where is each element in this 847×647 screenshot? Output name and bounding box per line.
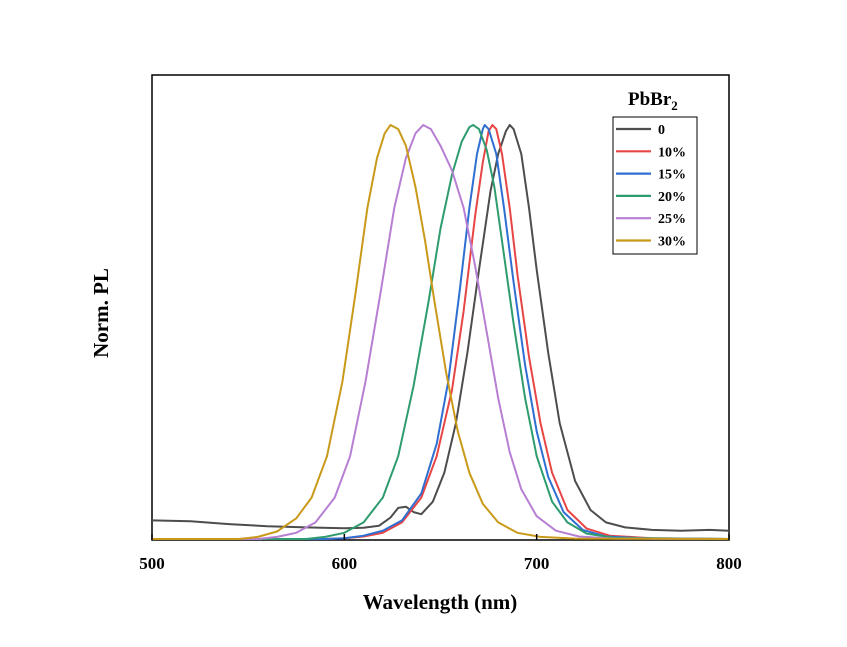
legend-label: 15% [658,168,686,183]
legend-label: 10% [658,145,686,160]
x-axis-ticks: 500 600 700 800 [139,534,742,573]
series-line-15pct [152,124,730,540]
series-layer [151,124,730,540]
legend-title-main: PbBr [628,89,672,110]
x-tick-label: 600 [332,554,358,573]
series-line-10pct [152,124,730,540]
series-line-30pct [152,124,730,540]
series-line-0 [151,124,730,532]
legend-label: 0 [658,123,665,138]
legend-label: 30% [658,235,686,250]
legend: PbBr2 0 10% 15% 20% 25% 30% [612,89,698,255]
plot-area-frame [151,74,730,541]
legend-title: PbBr2 [628,89,678,113]
x-tick-label: 500 [139,554,165,573]
legend-label: 20% [658,190,686,205]
x-tick-label: 700 [524,554,550,573]
legend-title-subscript: 2 [671,98,678,113]
legend-items: 0 10% 15% 20% 25% 30% [616,123,686,250]
series-line-20pct [152,124,730,540]
x-tick-label: 800 [716,554,742,573]
x-axis-title: Wavelength (nm) [363,590,518,614]
legend-box [612,116,698,255]
y-axis-title: Norm. PL [89,268,113,358]
series-line-25pct [152,124,730,540]
legend-label: 25% [658,212,686,227]
